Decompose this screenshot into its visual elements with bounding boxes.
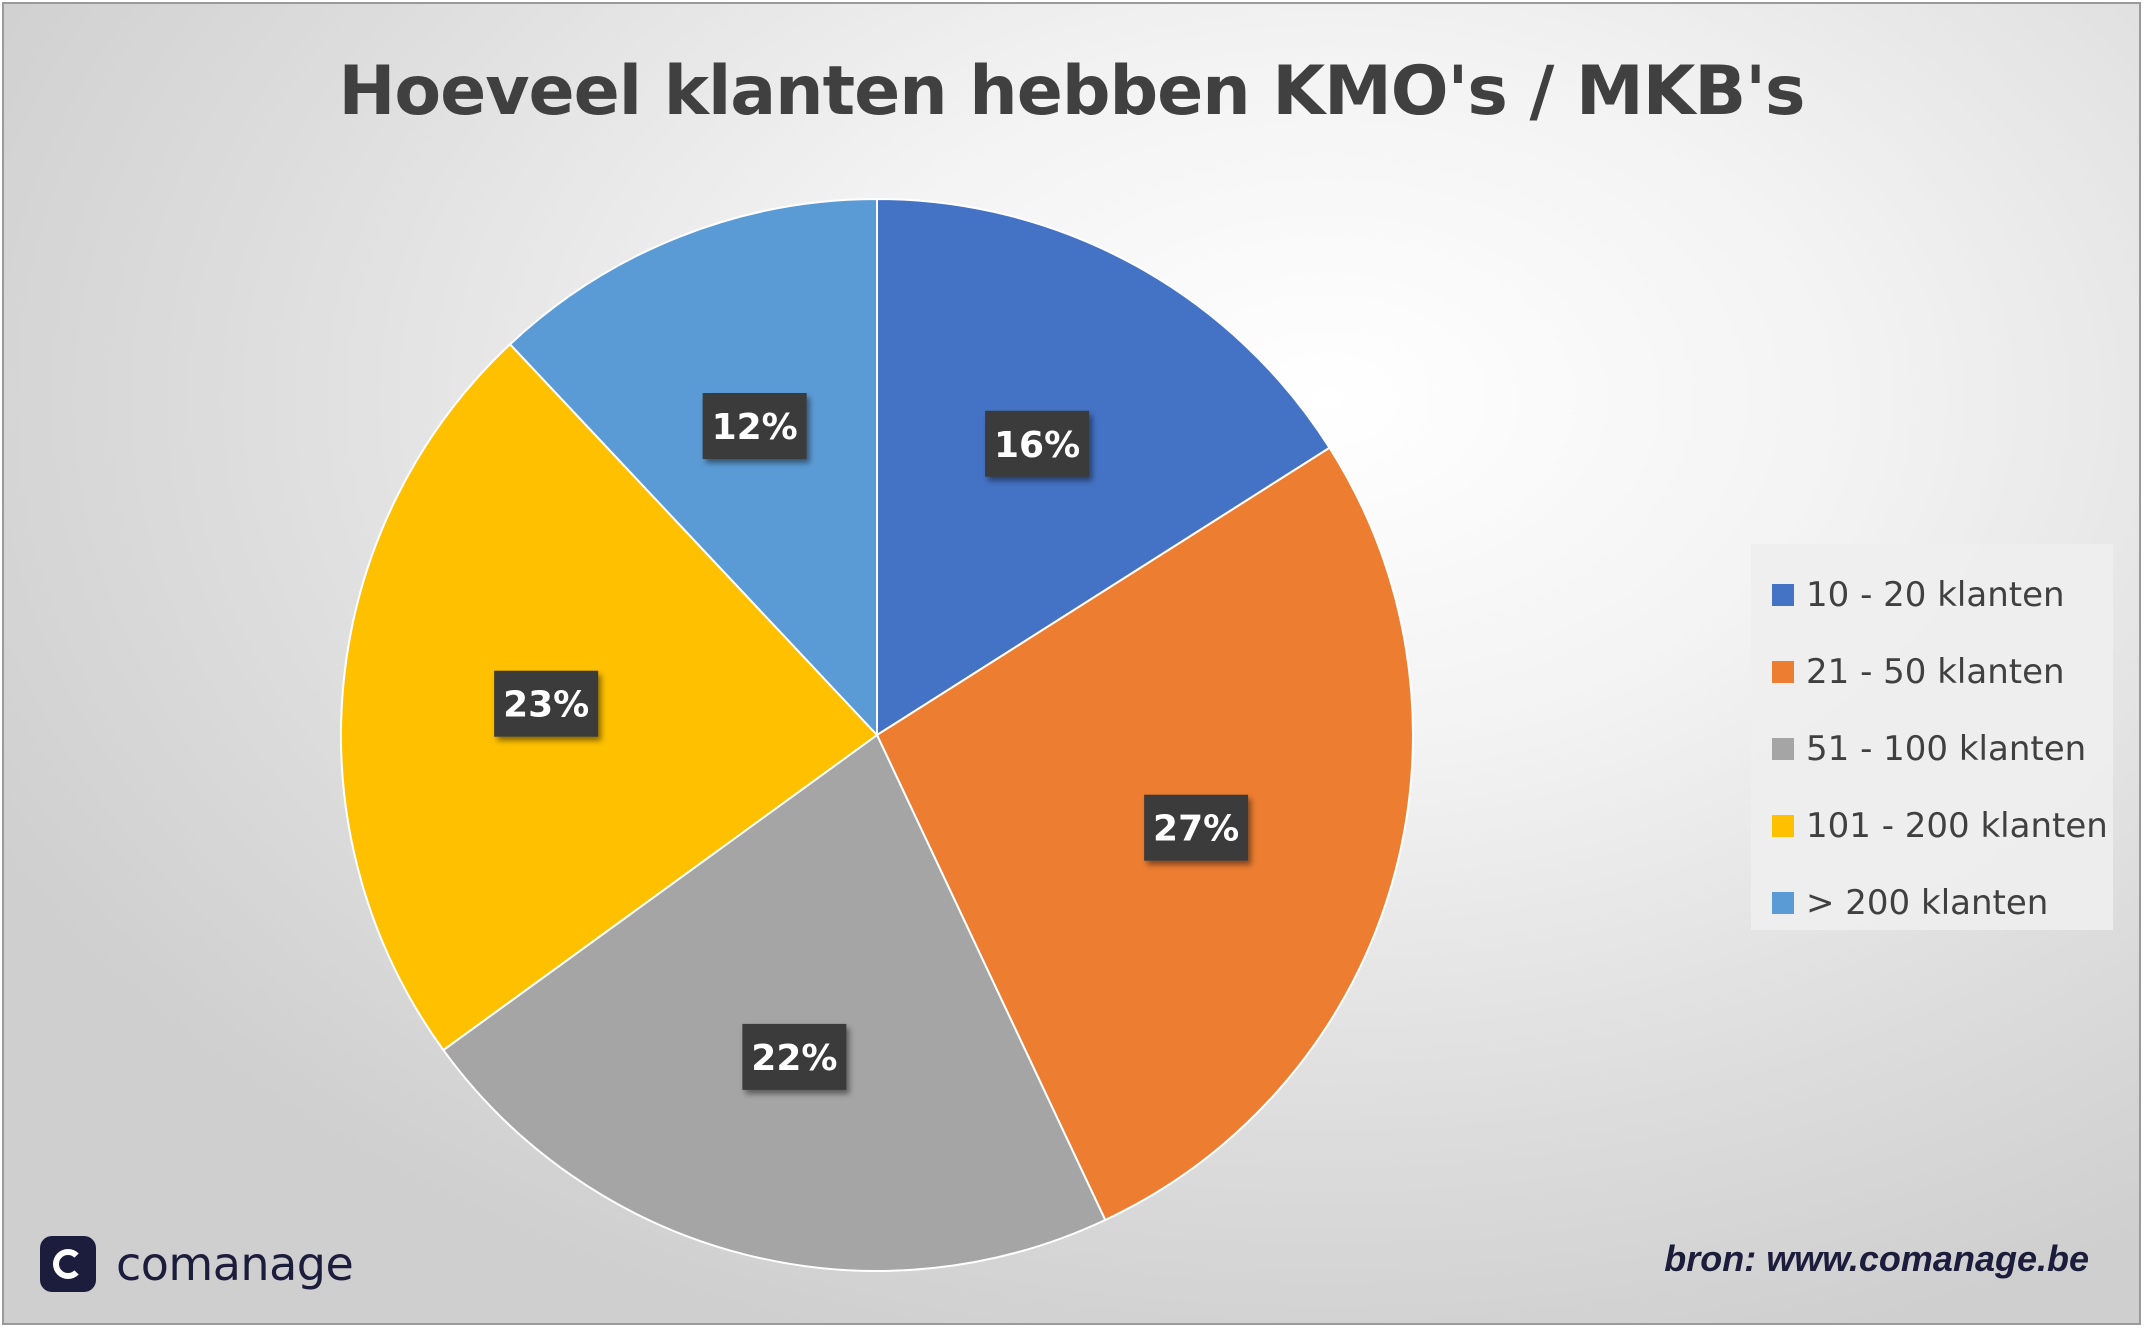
legend-swatch [1772, 737, 1794, 760]
source-credit: bron: www.comanage.be [1664, 1238, 2089, 1279]
pie-slice-10-20 [876, 197, 1331, 737]
comanage-logo: comanage [40, 1236, 354, 1292]
data-label-text: 12% [712, 407, 798, 448]
chart-title: Hoeveel klanten hebben KMO's / MKB's [338, 52, 1805, 131]
legend-item-10-20: 10 - 20 klanten [1751, 556, 2113, 633]
data-label-box [985, 410, 1090, 477]
data-label-51-100: 22% [742, 1023, 847, 1090]
pie-chart: 16% 27% 22% 23% 12% [340, 197, 1415, 1272]
legend-label: 10 - 20 klanten [1806, 574, 2065, 615]
legend-swatch [1772, 660, 1794, 683]
comanage-logo-icon [40, 1236, 96, 1292]
legend-label: 101 - 200 klanten [1806, 805, 2108, 846]
pie-slice-51-100 [441, 733, 1107, 1272]
data-label-box [742, 1023, 847, 1090]
data-label-10-20: 16% [985, 410, 1090, 477]
data-label-box [494, 670, 599, 737]
legend-swatch [1772, 583, 1794, 606]
legend-label: 51 - 100 klanten [1806, 728, 2087, 769]
data-label-over-200: 12% [702, 393, 807, 460]
legend-item-21-50: 21 - 50 klanten [1751, 633, 2113, 710]
data-label-21-50: 27% [1144, 794, 1249, 861]
data-label-text: 16% [994, 425, 1080, 466]
legend-swatch [1772, 891, 1794, 914]
legend-label: 21 - 50 klanten [1806, 651, 2065, 692]
data-label-text: 27% [1153, 809, 1239, 850]
legend-label: > 200 klanten [1806, 882, 2049, 923]
data-label-101-200: 23% [494, 670, 599, 737]
data-label-text: 22% [751, 1038, 837, 1079]
pie-slice-101-200 [340, 342, 879, 1052]
data-label-box [1144, 794, 1249, 861]
data-label-text: 23% [503, 685, 589, 726]
legend-item-101-200: 101 - 200 klanten [1751, 787, 2113, 864]
legend-item-51-100: 51 - 100 klanten [1751, 710, 2113, 787]
chart-legend: 10 - 20 klanten 21 - 50 klanten 51 - 100 k… [1751, 544, 2113, 930]
legend-swatch [1772, 814, 1794, 837]
data-label-box [702, 393, 807, 460]
pie-slice-over-200 [508, 197, 878, 738]
logo-text: comanage [116, 1237, 354, 1291]
legend-item-over-200: > 200 klanten [1751, 864, 2113, 941]
